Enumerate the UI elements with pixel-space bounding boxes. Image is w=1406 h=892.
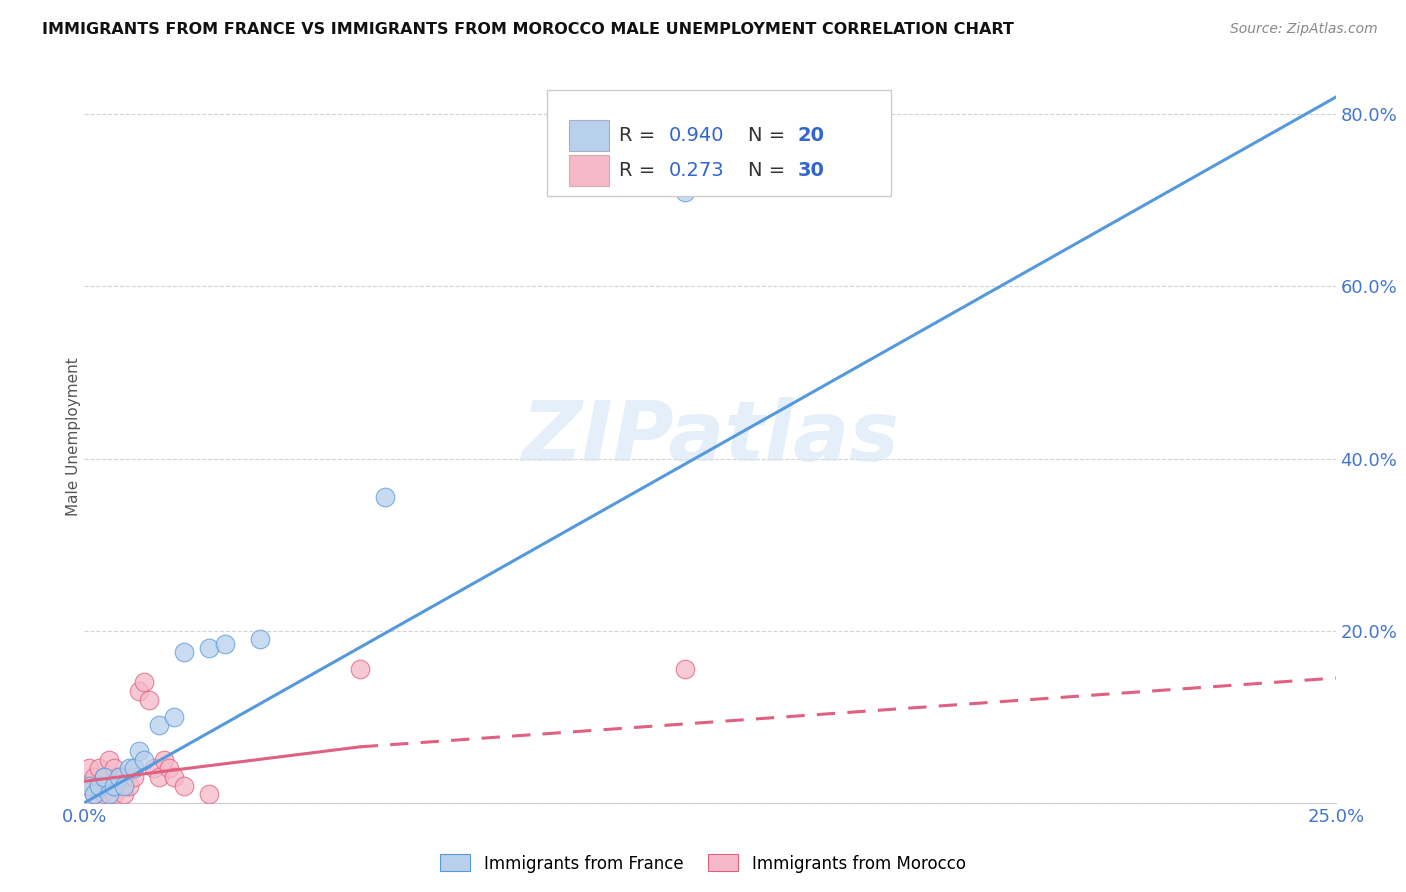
Point — [108, 770, 131, 784]
Point — [163, 770, 186, 784]
Point — [349, 662, 371, 676]
Text: R =: R = — [619, 127, 661, 145]
Point — [93, 770, 115, 784]
Point — [118, 761, 141, 775]
Point — [198, 640, 221, 655]
Point — [93, 787, 115, 801]
Point — [108, 779, 131, 793]
Point — [148, 770, 170, 784]
Point — [112, 787, 135, 801]
Point — [89, 779, 111, 793]
FancyBboxPatch shape — [547, 90, 891, 195]
Point — [103, 761, 125, 775]
Point — [124, 770, 146, 784]
Point — [112, 770, 135, 784]
Point — [673, 662, 696, 676]
Text: Source: ZipAtlas.com: Source: ZipAtlas.com — [1230, 22, 1378, 37]
Point — [159, 761, 181, 775]
Point — [374, 491, 396, 505]
Point — [79, 779, 101, 793]
Point — [112, 779, 135, 793]
Point — [128, 744, 150, 758]
Point — [83, 770, 105, 784]
Point — [124, 761, 146, 775]
Text: 0.273: 0.273 — [669, 161, 724, 180]
Text: N =: N = — [748, 161, 792, 180]
Point — [153, 753, 176, 767]
Point — [134, 753, 156, 767]
Y-axis label: Male Unemployment: Male Unemployment — [66, 358, 80, 516]
Point — [163, 710, 186, 724]
Point — [108, 770, 131, 784]
Point — [128, 684, 150, 698]
Point — [83, 787, 105, 801]
Point — [93, 770, 115, 784]
Text: ZIPatlas: ZIPatlas — [522, 397, 898, 477]
Point — [98, 779, 121, 793]
Point — [249, 632, 271, 647]
Point — [118, 779, 141, 793]
Point — [98, 787, 121, 801]
Point — [79, 779, 101, 793]
Point — [89, 761, 111, 775]
Point — [173, 645, 195, 659]
Point — [148, 718, 170, 732]
Text: IMMIGRANTS FROM FRANCE VS IMMIGRANTS FROM MOROCCO MALE UNEMPLOYMENT CORRELATION : IMMIGRANTS FROM FRANCE VS IMMIGRANTS FRO… — [42, 22, 1014, 37]
Legend: Immigrants from France, Immigrants from Morocco: Immigrants from France, Immigrants from … — [433, 847, 973, 880]
Text: 30: 30 — [797, 161, 824, 180]
Point — [143, 761, 166, 775]
Point — [138, 692, 160, 706]
Point — [103, 779, 125, 793]
Text: R =: R = — [619, 161, 661, 180]
Point — [103, 787, 125, 801]
Point — [89, 779, 111, 793]
Point — [134, 675, 156, 690]
Text: 0.940: 0.940 — [669, 127, 724, 145]
Point — [83, 787, 105, 801]
Bar — [568, 120, 609, 151]
Point — [98, 753, 121, 767]
Point — [79, 761, 101, 775]
Text: N =: N = — [748, 127, 792, 145]
Point — [673, 185, 696, 199]
Point — [198, 787, 221, 801]
Point — [173, 779, 195, 793]
Bar — [568, 155, 609, 186]
Point — [214, 637, 236, 651]
Text: 20: 20 — [797, 127, 825, 145]
